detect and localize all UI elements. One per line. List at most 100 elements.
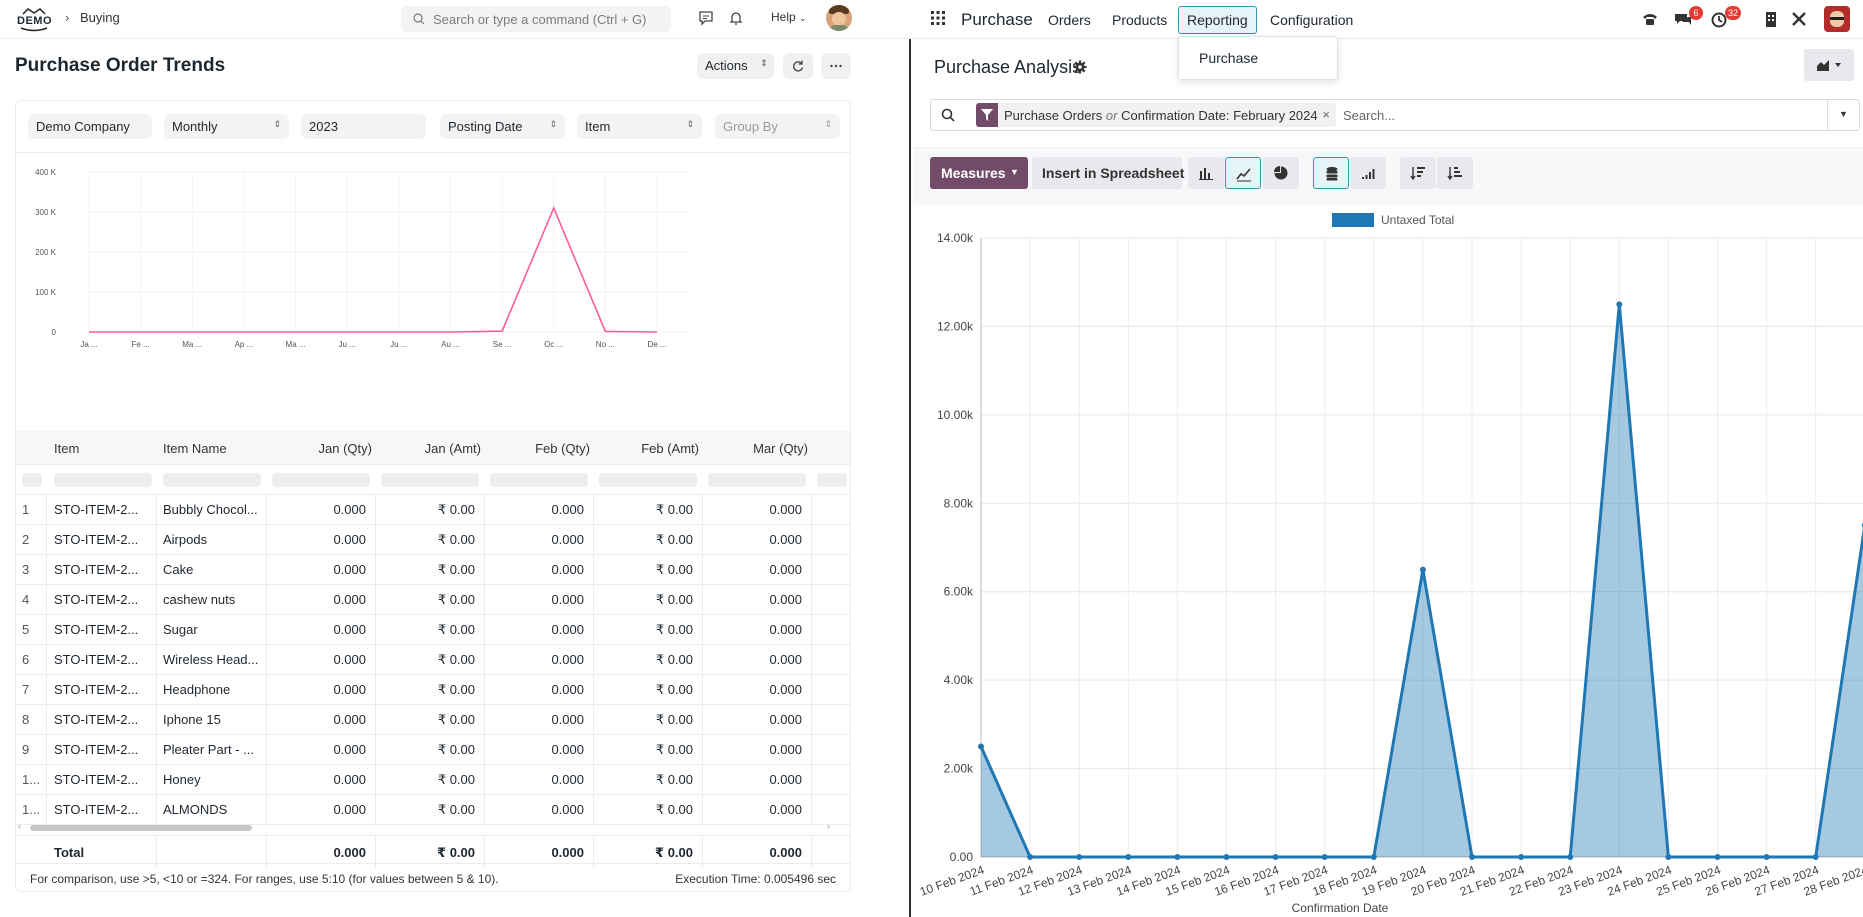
cell-feb-qty[interactable]: 0.000 bbox=[551, 502, 584, 517]
table-row[interactable]: 1... STO-ITEM-2... ALMONDS 0.000 ₹ 0.00 0.000… bbox=[16, 795, 850, 825]
cell-jan-amt[interactable]: ₹ 0.00 bbox=[437, 772, 475, 787]
cell-mar-qty[interactable]: 0.000 bbox=[769, 712, 802, 727]
cell-item-code[interactable]: STO-ITEM-2... bbox=[54, 532, 139, 547]
cell-item-name[interactable]: Headphone bbox=[163, 682, 231, 697]
cell-item-name[interactable]: Pleater Part - ... bbox=[163, 742, 255, 757]
fiscal-year-filter[interactable]: 2023 bbox=[301, 114, 426, 139]
cell-item-code[interactable]: STO-ITEM-2... bbox=[54, 682, 139, 697]
cell-feb-amt[interactable]: ₹ 0.00 bbox=[655, 532, 693, 547]
cell-item-code[interactable]: STO-ITEM-2... bbox=[54, 652, 139, 667]
menu-configuration[interactable]: Configuration bbox=[1270, 12, 1354, 28]
menu-orders[interactable]: Orders bbox=[1048, 12, 1091, 28]
table-row[interactable]: 1 STO-ITEM-2... Bubbly Chocol... 0.000 ₹ 0.0… bbox=[16, 495, 850, 525]
cell-jan-amt[interactable]: ₹ 0.00 bbox=[437, 802, 475, 817]
cell-feb-amt[interactable]: ₹ 0.00 bbox=[655, 712, 693, 727]
cell-item-code[interactable]: STO-ITEM-2... bbox=[54, 712, 139, 727]
table-row[interactable]: 6 STO-ITEM-2... Wireless Head... 0.000 ₹ 0.0… bbox=[16, 645, 850, 675]
col-filter-jan-qty[interactable] bbox=[272, 473, 370, 487]
insert-in-spreadsheet-button[interactable]: Insert in Spreadsheet bbox=[1032, 157, 1184, 189]
table-row[interactable]: 5 STO-ITEM-2... Sugar 0.000 ₹ 0.00 0.000 ₹ 0.0… bbox=[16, 615, 850, 645]
cell-item-name[interactable]: cashew nuts bbox=[163, 592, 236, 607]
cell-jan-qty[interactable]: 0.000 bbox=[333, 532, 366, 547]
col-filter-feb-amt[interactable] bbox=[599, 473, 697, 487]
col-filter-item-name[interactable] bbox=[163, 473, 261, 487]
sort-descending-button[interactable] bbox=[1400, 157, 1436, 189]
cell-item-code[interactable]: STO-ITEM-2... bbox=[54, 562, 139, 577]
cell-feb-amt[interactable]: ₹ 0.00 bbox=[655, 622, 693, 637]
search-input[interactable]: Search... bbox=[1343, 108, 1396, 123]
cell-item-code[interactable]: STO-ITEM-2... bbox=[54, 592, 139, 607]
refresh-button[interactable] bbox=[783, 53, 813, 79]
cell-feb-qty[interactable]: 0.000 bbox=[551, 802, 584, 817]
table-row[interactable]: 3 STO-ITEM-2... Cake 0.000 ₹ 0.00 0.000 ₹ 0.00… bbox=[16, 555, 850, 585]
col-filter-item[interactable] bbox=[54, 473, 152, 487]
search-bar[interactable]: Purchase Orders or Confirmation Date: Fe… bbox=[930, 99, 1860, 131]
cell-feb-qty[interactable]: 0.000 bbox=[551, 652, 584, 667]
gear-icon[interactable] bbox=[1073, 60, 1087, 74]
user-avatar[interactable] bbox=[826, 5, 852, 31]
more-menu-button[interactable] bbox=[821, 53, 851, 79]
col-header-item-name[interactable]: Item Name bbox=[163, 441, 227, 456]
cell-jan-amt[interactable]: ₹ 0.00 bbox=[437, 742, 475, 757]
cell-mar-qty[interactable]: 0.000 bbox=[769, 802, 802, 817]
cell-feb-amt[interactable]: ₹ 0.00 bbox=[655, 742, 693, 757]
cell-feb-qty[interactable]: 0.000 bbox=[551, 622, 584, 637]
cell-mar-qty[interactable]: 0.000 bbox=[769, 742, 802, 757]
cell-feb-qty[interactable]: 0.000 bbox=[551, 712, 584, 727]
cell-item-name[interactable]: Honey bbox=[163, 772, 201, 787]
measures-button[interactable]: Measures ▼ bbox=[930, 157, 1028, 189]
cell-feb-qty[interactable]: 0.000 bbox=[551, 592, 584, 607]
awesomebar-search[interactable]: Search or type a command (Ctrl + G) bbox=[401, 6, 671, 32]
chat-icon[interactable] bbox=[697, 9, 715, 27]
based-on-date-select[interactable]: Posting Date ⇕ bbox=[440, 114, 565, 139]
stacked-toggle-button[interactable] bbox=[1313, 157, 1349, 189]
cell-item-code[interactable]: STO-ITEM-2... bbox=[54, 622, 139, 637]
col-header-jan-amt[interactable]: Jan (Amt) bbox=[424, 441, 481, 456]
bar-chart-button[interactable] bbox=[1188, 157, 1224, 189]
cell-feb-qty[interactable]: 0.000 bbox=[551, 532, 584, 547]
messaging-icon[interactable] bbox=[1673, 10, 1693, 28]
pie-chart-button[interactable] bbox=[1263, 157, 1299, 189]
col-header-jan-qty[interactable]: Jan (Qty) bbox=[318, 441, 372, 456]
based-on-select[interactable]: Item ⇕ bbox=[577, 114, 702, 139]
dropdown-item-purchase[interactable]: Purchase bbox=[1199, 50, 1259, 66]
cell-feb-amt[interactable]: ₹ 0.00 bbox=[655, 652, 693, 667]
help-dropdown[interactable]: Help ⌄ bbox=[771, 10, 807, 24]
cell-jan-qty[interactable]: 0.000 bbox=[333, 742, 366, 757]
cell-jan-qty[interactable]: 0.000 bbox=[333, 652, 366, 667]
actions-button[interactable]: Actions ⇕ bbox=[697, 53, 774, 79]
cell-jan-qty[interactable]: 0.000 bbox=[333, 682, 366, 697]
menu-reporting[interactable]: Reporting bbox=[1178, 6, 1257, 34]
cell-item-code[interactable]: STO-ITEM-2... bbox=[54, 502, 139, 517]
col-header-mar-qty[interactable]: Mar (Qty) bbox=[753, 441, 808, 456]
table-row[interactable]: 7 STO-ITEM-2... Headphone 0.000 ₹ 0.00 0.000 ₹… bbox=[16, 675, 850, 705]
cell-jan-amt[interactable]: ₹ 0.00 bbox=[437, 652, 475, 667]
cell-feb-amt[interactable]: ₹ 0.00 bbox=[655, 772, 693, 787]
table-row[interactable]: 2 STO-ITEM-2... Airpods 0.000 ₹ 0.00 0.000 ₹ 0… bbox=[16, 525, 850, 555]
cell-item-name[interactable]: Airpods bbox=[163, 532, 208, 547]
cell-jan-amt[interactable]: ₹ 0.00 bbox=[437, 562, 475, 577]
cell-jan-amt[interactable]: ₹ 0.00 bbox=[437, 502, 475, 517]
cell-feb-qty[interactable]: 0.000 bbox=[551, 742, 584, 757]
app-grid-icon[interactable] bbox=[931, 11, 945, 25]
app-logo[interactable]: DEMO bbox=[17, 6, 52, 32]
activity-clock-icon[interactable] bbox=[1710, 10, 1730, 28]
cell-feb-amt[interactable]: ₹ 0.00 bbox=[655, 592, 693, 607]
cell-item-name[interactable]: ALMONDS bbox=[163, 802, 228, 817]
cell-mar-qty[interactable]: 0.000 bbox=[769, 682, 802, 697]
col-header-feb-qty[interactable]: Feb (Qty) bbox=[535, 441, 590, 456]
cell-jan-amt[interactable]: ₹ 0.00 bbox=[437, 712, 475, 727]
debug-tools-icon[interactable] bbox=[1789, 10, 1809, 28]
cell-mar-qty[interactable]: 0.000 bbox=[769, 652, 802, 667]
cell-item-name[interactable]: Sugar bbox=[163, 622, 198, 637]
cell-item-code[interactable]: STO-ITEM-2... bbox=[54, 802, 139, 817]
line-chart-button[interactable] bbox=[1225, 157, 1261, 189]
col-filter-mar-qty[interactable] bbox=[708, 473, 806, 487]
col-filter-next[interactable] bbox=[817, 473, 847, 487]
cumulative-toggle-button[interactable] bbox=[1350, 157, 1386, 189]
company-building-icon[interactable] bbox=[1761, 10, 1781, 28]
cell-feb-qty[interactable]: 0.000 bbox=[551, 682, 584, 697]
app-name[interactable]: Purchase bbox=[961, 10, 1033, 29]
notification-bell-icon[interactable] bbox=[727, 9, 745, 27]
cell-feb-qty[interactable]: 0.000 bbox=[551, 772, 584, 787]
